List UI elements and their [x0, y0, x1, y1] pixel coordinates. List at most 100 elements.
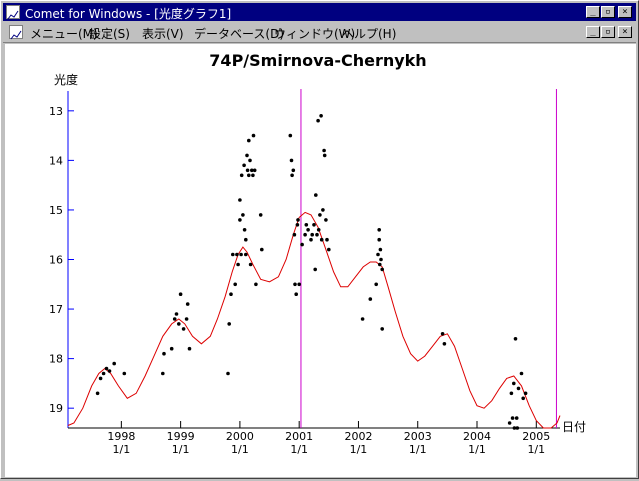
observation-point — [322, 148, 326, 153]
observation-point — [288, 133, 293, 138]
observation-point — [174, 312, 179, 316]
observation-point — [314, 193, 318, 197]
x-tick-year-label: 2005 — [522, 430, 550, 443]
observation-point — [248, 158, 252, 163]
menu-item-window[interactable]: ウィンドウ(W) — [274, 27, 356, 41]
observation-point — [374, 282, 379, 287]
x-tick-year-label: 2002 — [344, 430, 372, 443]
observation-point — [310, 232, 315, 237]
observation-point — [316, 228, 321, 232]
minimize-button[interactable]: _ — [586, 6, 600, 18]
observation-point — [250, 168, 254, 173]
observation-point — [181, 327, 186, 331]
x-tick-year-label: 1998 — [107, 430, 135, 443]
observation-point — [254, 282, 258, 287]
document-icon[interactable] — [9, 25, 23, 40]
observation-point — [297, 282, 302, 287]
observation-point — [294, 292, 299, 296]
menu-item-settings[interactable]: 設定(S) — [89, 27, 130, 41]
x-tick-year-label: 2004 — [463, 430, 491, 443]
observation-point — [235, 252, 239, 257]
observation-point — [519, 371, 524, 376]
observation-point — [239, 173, 244, 178]
observation-point — [378, 262, 382, 267]
observation-point — [516, 386, 521, 391]
y-tick-label: 17 — [49, 303, 63, 316]
observation-point — [300, 242, 304, 247]
x-tick-day-label: 1/1 — [468, 443, 486, 456]
observation-point — [360, 317, 365, 321]
fit-curve-line — [67, 211, 561, 429]
observation-point — [290, 173, 294, 178]
y-tick-label: 14 — [49, 154, 63, 167]
observation-point — [184, 317, 189, 321]
observation-point — [315, 232, 319, 237]
x-tick-year-label: 2000 — [226, 430, 254, 443]
observation-point — [377, 237, 382, 242]
observation-point — [101, 371, 106, 376]
observation-point — [187, 346, 192, 351]
x-tick-year-label: 1999 — [167, 430, 195, 443]
observation-point — [309, 237, 313, 242]
observation-point — [380, 267, 385, 272]
observation-point — [523, 391, 528, 396]
observation-point — [291, 168, 296, 173]
observation-point — [185, 302, 190, 306]
observation-point — [233, 282, 237, 287]
doc-close-button[interactable]: × — [618, 26, 632, 38]
x-tick-day-label: 1/1 — [112, 443, 130, 456]
observation-point — [368, 297, 373, 301]
chart-title: 74P/Smirnova-Chernykh — [209, 51, 426, 70]
x-axis-label: 日付 — [562, 420, 586, 434]
doc-minimize-button[interactable]: _ — [586, 26, 600, 38]
observation-point — [241, 213, 245, 217]
menu-item-menu[interactable]: メニュー(M) — [30, 27, 98, 41]
observation-point — [306, 228, 310, 232]
app-icon[interactable] — [6, 5, 20, 20]
observation-point — [260, 247, 264, 252]
observation-point — [245, 168, 250, 173]
window-title: Comet for Windows - [光度グラフ1] — [25, 7, 232, 21]
observation-point — [231, 252, 235, 257]
observation-point — [440, 332, 445, 336]
observation-point — [169, 346, 174, 351]
menu-item-view[interactable]: 表示(V) — [142, 27, 184, 41]
y-tick-label: 16 — [49, 254, 63, 267]
observation-point — [248, 262, 253, 267]
menu-item-database[interactable]: データベース(D) — [194, 27, 285, 41]
observation-point — [244, 237, 248, 242]
y-tick-label: 13 — [49, 105, 63, 118]
restore-button[interactable]: ▫ — [601, 6, 615, 18]
observation-point — [178, 292, 183, 296]
close-button[interactable]: × — [618, 6, 632, 18]
observation-point — [321, 208, 325, 212]
title-bar[interactable]: Comet for Windows - [光度グラフ1] _ ▫ × — [3, 3, 636, 21]
graph-icon — [7, 10, 19, 20]
observation-point — [242, 163, 246, 168]
x-tick-day-label: 1/1 — [527, 443, 545, 456]
observation-point — [509, 391, 514, 396]
observation-point — [251, 133, 256, 138]
doc-restore-button[interactable]: ▫ — [601, 26, 615, 38]
observation-point — [107, 369, 112, 373]
observation-point — [510, 416, 515, 420]
observation-point — [293, 282, 297, 287]
observation-point — [236, 262, 240, 267]
fit-curve — [67, 211, 561, 429]
observation-point — [98, 376, 103, 381]
observation-point — [515, 426, 520, 430]
observation-point — [327, 247, 331, 252]
x-tick-day-label: 1/1 — [172, 443, 190, 456]
observation-point — [251, 173, 255, 178]
menu-item-help[interactable]: ヘルプ(H) — [342, 27, 397, 41]
observation-point — [312, 223, 316, 227]
x-tick-day-label: 1/1 — [409, 443, 427, 456]
observation-point — [227, 322, 231, 326]
observation-point — [377, 228, 382, 232]
chart-area: 74P/Smirnova-Chernykh 光度 日付 13 14 15 16 17 18… — [5, 44, 636, 477]
observation-point — [122, 371, 127, 376]
y-tick-label: 18 — [49, 353, 63, 366]
observation-point — [244, 252, 248, 257]
observation-point — [247, 173, 251, 178]
